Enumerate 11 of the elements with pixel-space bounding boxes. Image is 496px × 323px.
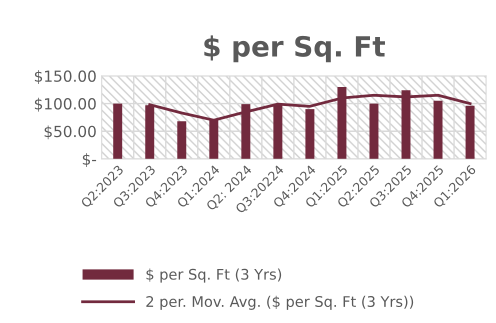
bar [369, 104, 378, 159]
y-tick-label: $- [82, 153, 96, 167]
legend-label: $ per Sq. Ft (3 Yrs) [146, 268, 282, 283]
chart-title: $ per Sq. Ft [204, 35, 385, 62]
y-tick-label: $100.00 [34, 98, 96, 112]
bar [177, 121, 186, 159]
y-tick-label: $150.00 [34, 70, 96, 84]
legend-label: 2 per. Mov. Avg. ($ per Sq. Ft (3 Yrs)) [146, 296, 414, 310]
y-tick-label: $50.00 [44, 125, 96, 140]
bar [113, 104, 122, 159]
bar [434, 100, 443, 159]
